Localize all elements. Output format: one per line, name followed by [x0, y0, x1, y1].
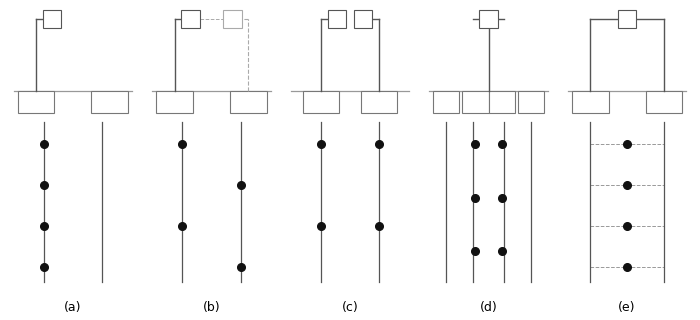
Bar: [223, 10, 242, 28]
Text: (b): (b): [203, 301, 220, 314]
Bar: [462, 91, 489, 113]
Text: (d): (d): [480, 301, 498, 314]
Text: (c): (c): [342, 301, 358, 314]
Bar: [156, 91, 193, 113]
Bar: [480, 10, 498, 28]
Bar: [43, 10, 61, 28]
Bar: [433, 91, 459, 113]
Text: (e): (e): [618, 301, 636, 314]
Bar: [92, 91, 128, 113]
Bar: [181, 10, 200, 28]
Bar: [328, 10, 346, 28]
Bar: [489, 91, 515, 113]
Bar: [18, 91, 55, 113]
Bar: [517, 91, 544, 113]
Bar: [572, 91, 608, 113]
Bar: [360, 91, 398, 113]
Bar: [354, 10, 372, 28]
Text: (a): (a): [64, 301, 82, 314]
Bar: [302, 91, 340, 113]
Bar: [645, 91, 682, 113]
Bar: [618, 10, 636, 28]
Bar: [230, 91, 267, 113]
